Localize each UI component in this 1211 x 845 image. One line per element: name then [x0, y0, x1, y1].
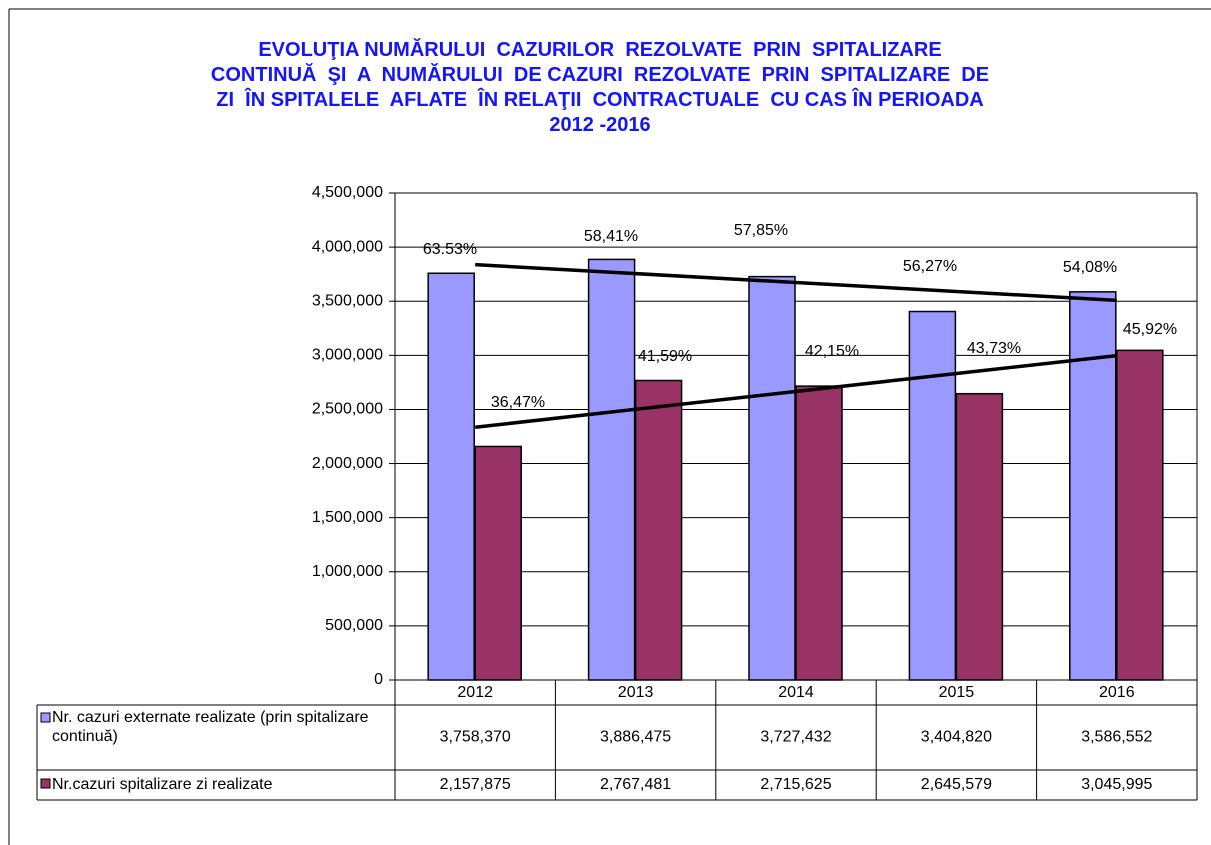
bar [1069, 291, 1117, 681]
y-tick-label: 3,500,000 [312, 292, 383, 309]
annotation: 45,92% [1123, 321, 1177, 338]
legend-swatch [40, 712, 51, 723]
y-tick-label: 1,500,000 [312, 509, 383, 526]
legend-swatch [40, 778, 51, 789]
trendline [475, 353, 1117, 429]
bar [908, 310, 957, 681]
y-tick-label: 2,500,000 [312, 401, 383, 418]
annotation: 58,41% [584, 228, 638, 245]
table-value: 2,767,481 [600, 776, 671, 793]
title-line: 2012 -2016 [549, 114, 651, 136]
bar [955, 392, 1004, 681]
title-line: ZI ÎN SPITALELE AFLATE ÎN RELAŢII CONTRA… [216, 89, 984, 111]
x-tick-label: 2013 [618, 684, 654, 701]
annotation: 57,85% [734, 222, 788, 239]
bar [1116, 349, 1164, 681]
annotation: 36,47% [491, 394, 545, 411]
table-value: 3,586,552 [1081, 729, 1152, 746]
chart-title: EVOLUŢIA NUMĂRULUI CAZURILOR REZOLVATE P… [100, 38, 1100, 138]
y-tick-label: 500,000 [325, 617, 383, 634]
table-value: 3,727,432 [760, 729, 831, 746]
legend-label: Nr. cazuri externate realizate (prin spi… [52, 709, 369, 745]
bar [795, 385, 843, 681]
annotation: 41,59% [638, 348, 692, 365]
y-tick-label: 2,000,000 [312, 455, 383, 472]
table-value: 2,645,579 [921, 776, 992, 793]
x-tick-label: 2014 [778, 684, 814, 701]
table-value: 2,715,625 [760, 776, 831, 793]
x-tick-label: 2012 [457, 684, 493, 701]
annotation: 56,27% [903, 258, 957, 275]
y-tick-label: 4,500,000 [312, 184, 383, 201]
bar [634, 379, 683, 681]
y-tick-label: 4,000,000 [312, 238, 383, 255]
title-line: CONTINUĂ ŞI A NUMĂRULUI DE CAZURI REZOLV… [210, 64, 990, 86]
table-value: 3,886,475 [600, 729, 671, 746]
x-tick-label: 2015 [939, 684, 975, 701]
annotation: 42,15% [805, 343, 859, 360]
y-tick-label: 0 [374, 671, 383, 688]
x-tick-label: 2016 [1099, 684, 1135, 701]
bar [748, 275, 796, 681]
table-value: 3,045,995 [1081, 776, 1152, 793]
title-line: EVOLUŢIA NUMĂRULUI CAZURILOR REZOLVATE P… [258, 39, 942, 61]
annotation: 54,08% [1063, 259, 1117, 276]
trendline [475, 262, 1117, 303]
table-value: 3,404,820 [921, 729, 992, 746]
legend-label: Nr.cazuri spitalizare zi realizate [52, 776, 273, 793]
bar [474, 445, 522, 681]
annotation: 43,73% [967, 340, 1021, 357]
table-value: 3,758,370 [440, 729, 511, 746]
y-tick-label: 1,000,000 [312, 563, 383, 580]
bar [587, 258, 636, 681]
y-tick-label: 3,000,000 [312, 347, 383, 364]
bar [427, 272, 475, 681]
table-value: 2,157,875 [440, 776, 511, 793]
annotation: 63.53% [423, 241, 477, 258]
